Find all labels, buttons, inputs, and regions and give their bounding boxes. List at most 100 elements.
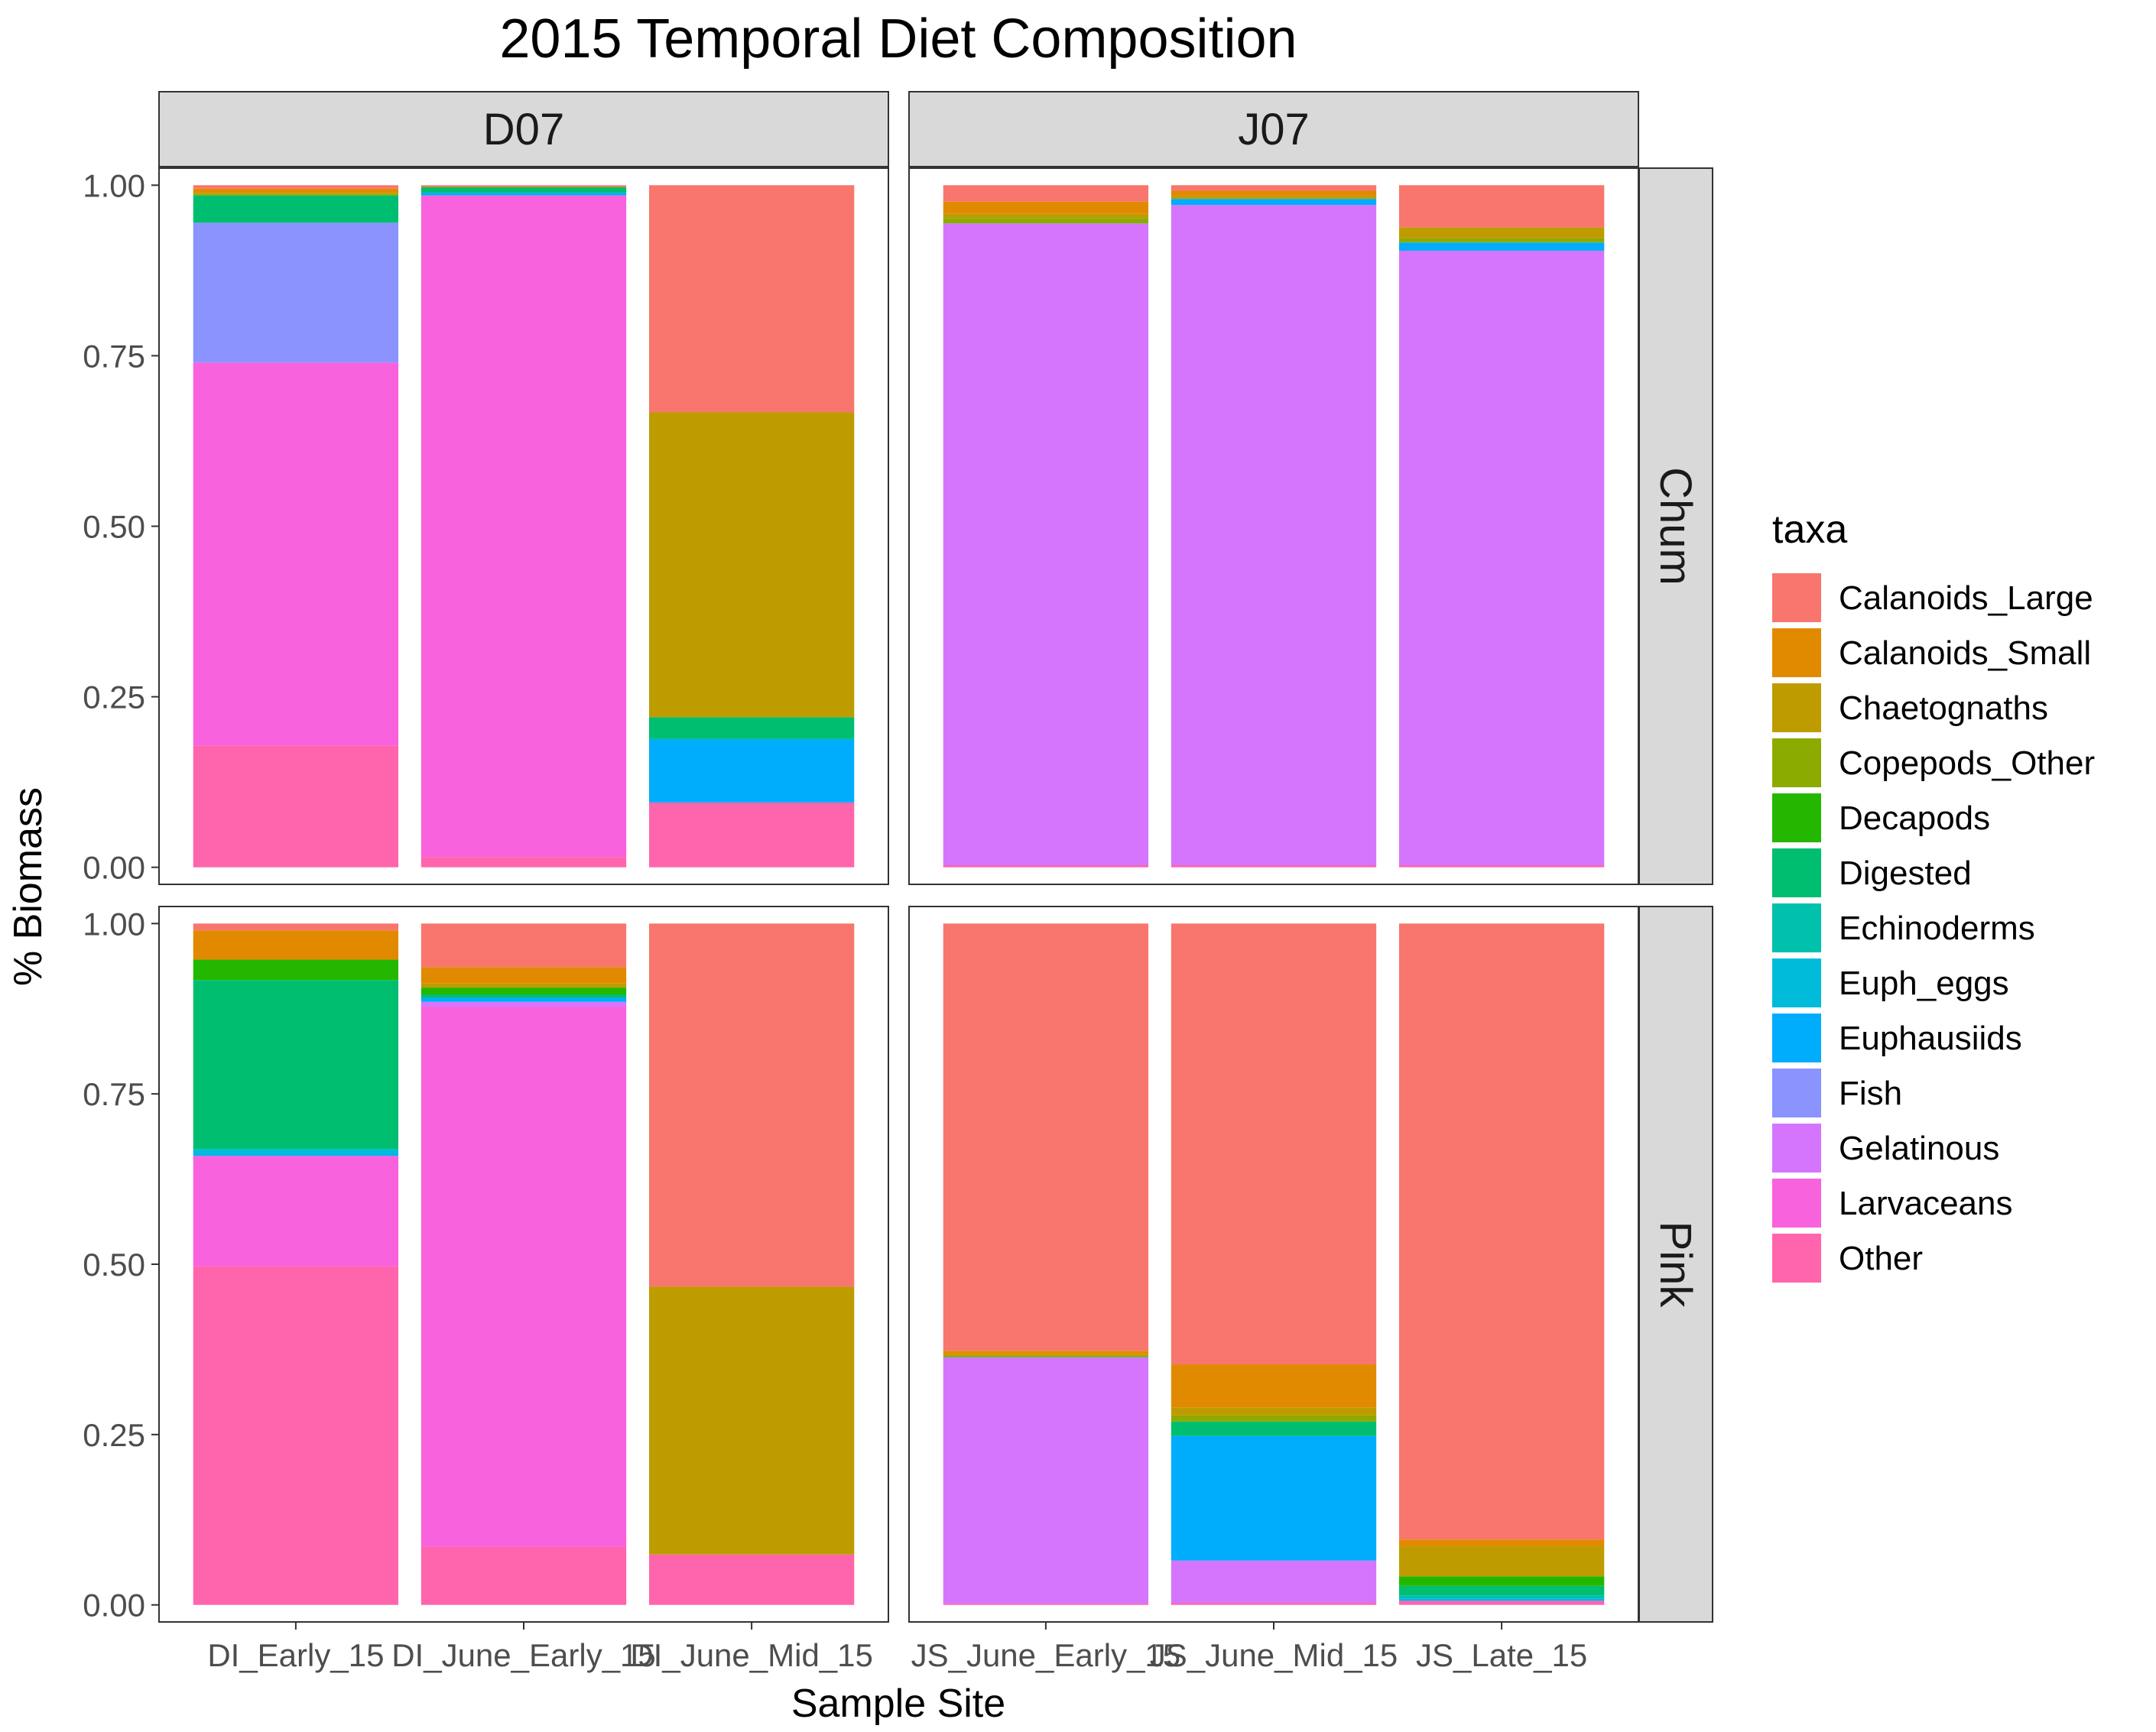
bar-segment-gelatinous bbox=[943, 223, 1149, 866]
legend-key bbox=[1772, 958, 1821, 1007]
bar-segment-larvaceans bbox=[193, 362, 399, 746]
bar-segment-calanoids-large bbox=[420, 185, 627, 187]
legend-key bbox=[1772, 1014, 1821, 1062]
legend-item-gelatinous: Gelatinous bbox=[1772, 1124, 1999, 1173]
bar-segment-decapods bbox=[193, 959, 399, 981]
legend-item-digested: Digested bbox=[1772, 848, 1972, 897]
bar-segment-calanoids-large bbox=[943, 185, 1149, 202]
bar-segment-copepods-other bbox=[1398, 238, 1605, 243]
facet-label-chum: Chum bbox=[1651, 467, 1700, 585]
facet-label-pink: Pink bbox=[1651, 1221, 1700, 1309]
y-axes: 0.00 0.25 0.50 0.75 1.00 0.00 0.25 0.50 0.75 1.00 bbox=[83, 167, 159, 1623]
bar-segment-gelatinous bbox=[943, 1357, 1149, 1604]
y-tick-label: 1.00 bbox=[83, 167, 145, 203]
bar-segment-other bbox=[943, 865, 1149, 868]
legend-label: Larvaceans bbox=[1839, 1185, 2012, 1222]
facet-strip-d07 bbox=[158, 91, 889, 167]
legend-title: taxa bbox=[1772, 508, 1847, 552]
facet-label-d07: D07 bbox=[483, 105, 564, 154]
legend-label: Euph_eggs bbox=[1839, 965, 2009, 1002]
chart-title: 2015 Temporal Diet Composition bbox=[499, 8, 1297, 70]
bar-segment-euphausiids bbox=[1171, 199, 1377, 206]
legend-item-euphausiids: Euphausiids bbox=[1772, 1014, 2022, 1062]
bar-segment-euphausiids bbox=[648, 738, 855, 803]
x-tick-label: DI_Early_15 bbox=[207, 1637, 384, 1673]
panel-border bbox=[908, 167, 1639, 885]
bar-segment-chaetognaths bbox=[1171, 196, 1377, 199]
panel-j07-chum bbox=[908, 167, 1639, 885]
panel-d07-pink bbox=[158, 906, 889, 1623]
legend-item-chaetognaths: Chaetognaths bbox=[1772, 683, 2048, 732]
bar-segment-other bbox=[943, 1603, 1149, 1605]
y-tick-label: 0.00 bbox=[83, 1588, 145, 1623]
bar-segment-chaetognaths bbox=[1171, 1407, 1377, 1416]
legend-label: Copepods_Other bbox=[1839, 744, 2095, 782]
bar-segment-other bbox=[648, 802, 855, 868]
bar-segment-calanoids-small bbox=[1171, 190, 1377, 196]
bar-segment-digested bbox=[1171, 1421, 1377, 1436]
x-tick-label: JS_Late_15 bbox=[1416, 1637, 1587, 1673]
facet-strip-chum bbox=[1638, 167, 1713, 885]
bar-segment-decapods bbox=[1398, 1576, 1605, 1586]
legend-item-copepods-other: Copepods_Other bbox=[1772, 738, 2095, 787]
bar-segment-euph-eggs bbox=[193, 1149, 399, 1155]
legend-key bbox=[1772, 683, 1821, 732]
bar-segment-gelatinous bbox=[1171, 1560, 1377, 1604]
bar-segment-digested bbox=[1398, 1585, 1605, 1596]
bar-segment-copepods-other bbox=[943, 218, 1149, 224]
legend-key bbox=[1772, 738, 1821, 787]
bar-segment-other bbox=[1171, 1603, 1377, 1605]
bar-segment-calanoids-large bbox=[1398, 923, 1605, 1540]
y-tick-label: 0.00 bbox=[83, 850, 145, 886]
bar-segment-other bbox=[193, 1266, 399, 1605]
legend-key bbox=[1772, 573, 1821, 622]
bar-segment-digested bbox=[420, 994, 627, 998]
bar-segment-euphausiids bbox=[420, 997, 627, 1002]
bar-segment-chaetognaths bbox=[648, 412, 855, 718]
bar-segment-other bbox=[648, 1554, 855, 1605]
legend-key bbox=[1772, 628, 1821, 677]
bar-segment-calanoids-small bbox=[943, 1351, 1149, 1354]
bar-segment-chaetognaths bbox=[943, 213, 1149, 219]
bar-segment-digested bbox=[420, 186, 627, 193]
facet-strip-pink bbox=[1638, 906, 1713, 1623]
legend-label: Decapods bbox=[1839, 800, 1990, 837]
y-tick-label: 0.75 bbox=[83, 1076, 145, 1112]
bar-segment-calanoids-large bbox=[648, 185, 855, 413]
bar-segment-euphausiids bbox=[193, 1154, 399, 1156]
bar-segment-chaetognaths bbox=[193, 193, 399, 194]
legend-item-fish: Fish bbox=[1772, 1069, 1902, 1117]
bar-segment-chaetognaths bbox=[1398, 1546, 1605, 1577]
legend-label: Echinoderms bbox=[1839, 910, 2035, 947]
legend-label: Chaetognaths bbox=[1839, 689, 2048, 727]
bar-segment-gelatinous bbox=[1398, 250, 1605, 866]
bar-segment-other bbox=[420, 857, 627, 868]
bar-segment-larvaceans bbox=[193, 1156, 399, 1267]
x-axis-title: Sample Site bbox=[791, 1682, 1005, 1726]
bar-segment-gelatinous bbox=[1171, 205, 1377, 866]
legend-key bbox=[1772, 848, 1821, 897]
bar-segment-calanoids-large bbox=[193, 923, 399, 931]
bar-segment-calanoids-small bbox=[1398, 1539, 1605, 1547]
y-tick-label: 0.50 bbox=[83, 509, 145, 545]
bar-segment-other bbox=[193, 745, 399, 868]
legend-item-calanoids-small: Calanoids_Small bbox=[1772, 628, 2091, 677]
legend-key bbox=[1772, 1124, 1821, 1173]
facet-strip-j07 bbox=[908, 91, 1639, 167]
bar-segment-chaetognaths bbox=[420, 983, 627, 988]
bar-segment-calanoids-small bbox=[193, 188, 399, 193]
legend-key bbox=[1772, 1234, 1821, 1283]
legend-item-echinoderms: Echinoderms bbox=[1772, 903, 2035, 952]
y-tick-label: 1.00 bbox=[83, 906, 145, 942]
bar-segment-euphausiids bbox=[420, 193, 627, 196]
bar-segment-digested bbox=[648, 717, 855, 739]
bar-segment-digested bbox=[193, 195, 399, 223]
y-tick-label: 0.75 bbox=[83, 338, 145, 374]
legend-key bbox=[1772, 1179, 1821, 1228]
facet-strips: D07 J07 Chum Pink bbox=[158, 91, 1713, 1623]
bar-segment-larvaceans bbox=[420, 195, 627, 858]
bar-segment-chaetognaths bbox=[648, 1286, 855, 1555]
legend-label: Euphausiids bbox=[1839, 1020, 2022, 1057]
panel-j07-pink bbox=[908, 906, 1639, 1623]
legend-key bbox=[1772, 793, 1821, 842]
